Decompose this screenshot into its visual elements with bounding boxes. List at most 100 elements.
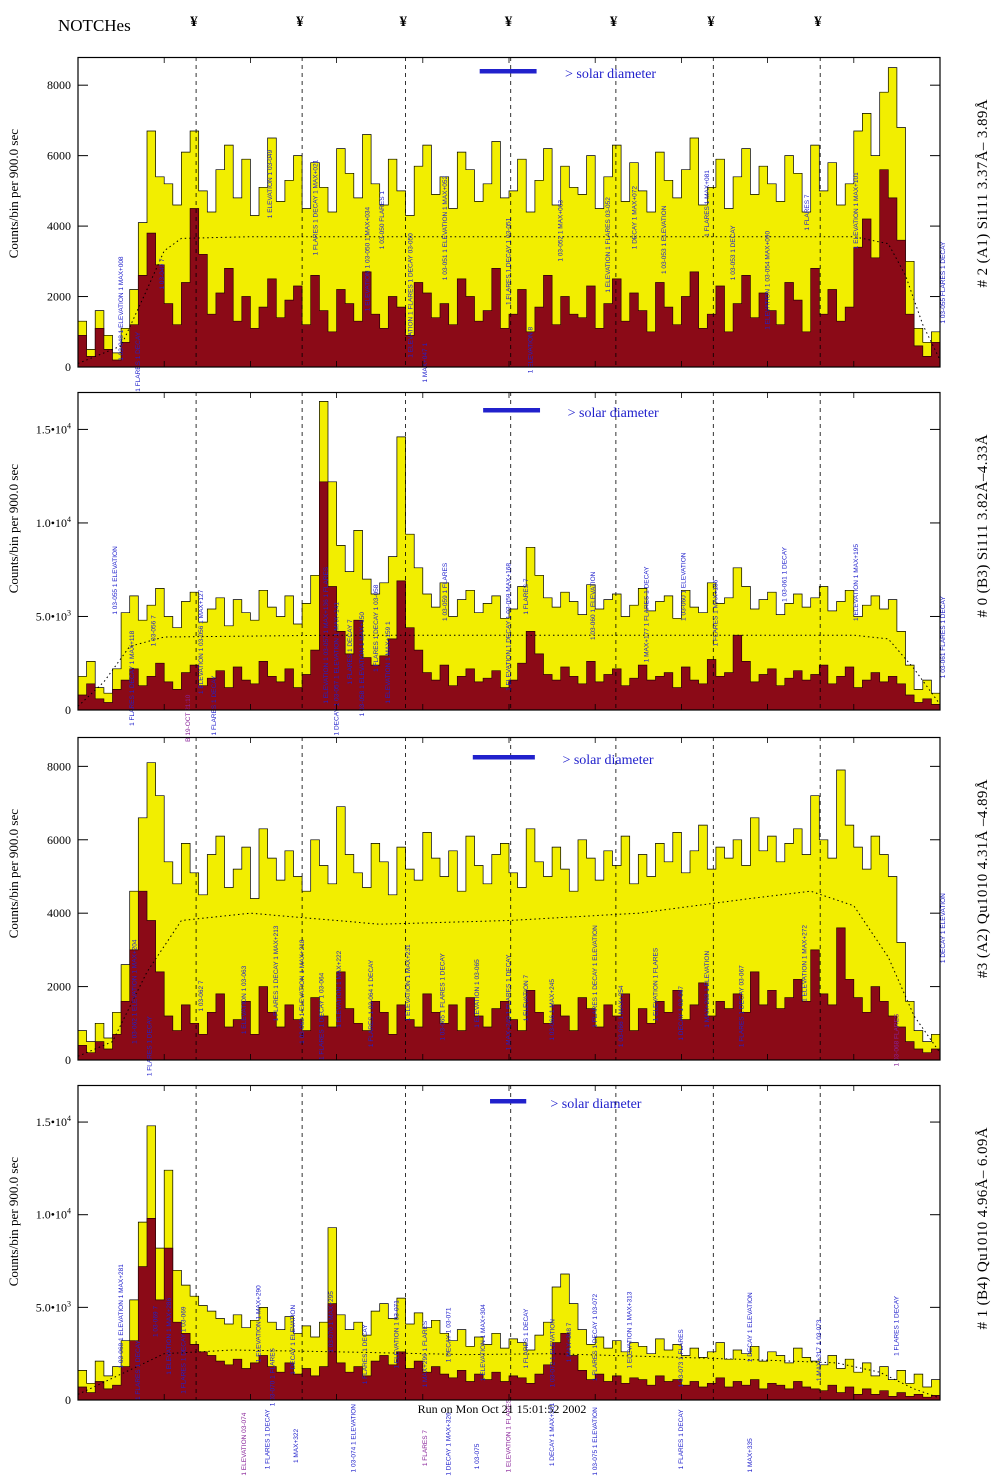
annotation-label: 1 MAX+308 7 (566, 1322, 573, 1362)
annotation-label: 1 ELEVATION 1 03-057 1 MAX+136 1 FLARES (323, 566, 330, 704)
annotation-label: 1 03-066 1 MAX+245 (549, 979, 556, 1041)
annotation-label: 1 ELEVATION 1 MAX+304 (480, 1304, 487, 1381)
y-tick-label: 1.0•104 (36, 1207, 71, 1222)
annotation-label: 1 FLARES 1 DECAY 1 03-072 (592, 1294, 599, 1382)
annotation-label: 1 03-075 (474, 1443, 481, 1469)
plot-area: 1 03-048 1 ELEVATION 1 MAX+008 1 FLARES 1… (47, 56, 947, 392)
annotation-label: 1 MAX+322 (293, 1428, 300, 1463)
y-tick-label: 6000 (47, 833, 71, 847)
annotation-label: 1 FLARES 1 DECAY (678, 1409, 685, 1470)
plot-area: 1 03-068 1 ELEVATION 1 MAX+281 1 FLARES 1… (36, 1084, 941, 1476)
annotation-label: 1 ELEVATION 1 MAX+286 (166, 1298, 173, 1375)
annotation-label: 1 FLARES 1 DECAY 1 03-069 (181, 1306, 188, 1394)
panel-title-right: #3 (A2) Qu1010 4.31Å –4.89Å (975, 779, 991, 979)
annotation-label: 1 DECAY 1 03-067 (678, 986, 685, 1041)
annotation-label: 1 FLARES 7 (523, 578, 530, 615)
annotation-label: 1 03-058 1 ELEVATION 1 MAX+150 (359, 612, 366, 717)
annotation-label: 1 ELEVATION 1 MAX+159 1 (385, 621, 392, 704)
annotation-label: 1 03-068 FLARES (894, 1013, 901, 1066)
annotation-label: 1 FLARES 1 DECAY 7 (347, 619, 354, 685)
run-timestamp: Run on Mon Oct 21 15:01:52 2002 (417, 1402, 587, 1416)
axis-ticks: 0 2000 4000 6000 8000 (47, 737, 940, 1067)
annotation-label: 1 DECAY 1 ELEVATION (940, 893, 947, 963)
footer: Run on Mon Oct 21 15:01:52 2002 (0, 1402, 1004, 1417)
notch-marker: ¥ (504, 14, 513, 30)
annotation-label: 1 FLARES 1 DECAY (135, 331, 142, 392)
annotation-label: 1 ELEVATION 1 MAX+195 (853, 544, 860, 621)
y-tick-label: 5.0•103 (36, 1299, 71, 1314)
annotation-label: 1 03-060 1 ELEVATION (681, 552, 688, 621)
annotation-label: 1 DECAY 1 MAX+072 (632, 186, 639, 250)
annotation-label: 1 FLARES 1 DECAY (362, 1324, 369, 1385)
annotation-label: 1 FLARES 1 DECAY 1 ELEVATION (592, 925, 599, 1028)
annotation-label: 1 03-053 1 ELEVATION (661, 205, 668, 274)
annotation-label: 1 FLARES 1 DECAY (211, 675, 218, 736)
annotation-label: 1 FLARES 1 03-064 1 DECAY (368, 959, 375, 1047)
solar-diameter-bar (483, 408, 541, 413)
dark-red-histogram (77, 481, 941, 711)
annotation-label: 1 ELEVATION 1 DECAY 1 03-059 MAX+168 (506, 563, 513, 691)
annotation-label: 1 ELEVATION 1 MAX+222 (336, 950, 343, 1027)
annotation-label: 1 ELEVATION 1 03-054 MAX+090 (764, 230, 771, 329)
annotation-label: 1 03-048 1 ELEVATION 1 MAX+008 (118, 256, 125, 361)
annotation-labels: 1 03-048 1 ELEVATION 1 MAX+008 1 FLARES 1… (118, 149, 947, 391)
annotation-label: 1 MAX+263 1 ELEVATION (704, 951, 711, 1028)
annotation-label: 1 03-070 1 FLARES (270, 1347, 277, 1406)
y-tick-label: 4000 (47, 219, 71, 233)
annotation-label: 1 ELEVATION 03-074 (241, 1412, 248, 1475)
axis-ticks: 0 2000 4000 6000 8000 (47, 57, 940, 374)
panel-title-right: # 2 (A1) Si111 3.37Å– 3.89Å (975, 99, 991, 288)
panel-b4-qu1010: Counts/bin per 900.0 sec 1 03-068 1 ELEV… (0, 1084, 1004, 1476)
annotation-labels: 1 03-068 1 ELEVATION 1 MAX+281 1 FLARES 1… (118, 1264, 901, 1476)
envelope-curve (77, 236, 941, 364)
yellow-histogram (77, 1125, 941, 1401)
annotation-label: 1 ELEVATION 1 03-056 1 MAX+127 (198, 589, 205, 694)
y-tick-label: 0 (65, 703, 71, 717)
annotation-label: 1 FLARES 1 MAX+081 (704, 170, 711, 237)
notch-marker: ¥ (814, 14, 822, 30)
y-tick-label: 1.0•104 (36, 515, 71, 530)
annotation-label: 1 03-053 1 DECAY (730, 225, 737, 280)
annotation-label: 1 FLARES 1 DECAY (523, 1308, 530, 1369)
notch-marker: ¥ (399, 14, 408, 30)
y-tick-label: 6000 (47, 149, 71, 163)
annotation-labels: 1 03-062 1 ELEVATION 1 MAX+204 1 FLARES 1… (132, 893, 948, 1076)
annotation-label: 1 ELEVATION 1 03-071 (394, 1300, 401, 1369)
solar-diameter-bar (490, 1099, 527, 1104)
yellow-histogram (77, 401, 941, 711)
annotation-label: 1 03-055 1 ELEVATION (112, 546, 119, 615)
annotation-label: 1 03-050 FLARES 1 (379, 191, 386, 250)
notch-marker: ¥ (296, 14, 304, 30)
annotation-label: 1 03-061 FLARES 1 DECAY (940, 596, 947, 679)
dark-red-histogram (77, 169, 941, 368)
annotation-label: 1 FLARES 1 DECAY 1 03-064 (319, 972, 326, 1060)
annotation-label: 1 ELEVATION 1 03-050 1 MAX+034 (364, 206, 371, 311)
panel-b3-si111: Counts/bin per 900.0 sec 1 03-055 1 ELEV… (0, 391, 1004, 742)
annotation-label: B 19-OCT 21:10 (185, 694, 192, 742)
annotation-label: 1 03-059 1 FLARES (442, 562, 449, 621)
annotation-label: 1 ELEVATION 1 MAX+290 (256, 1285, 263, 1362)
annotation-label: 1 ELEVATION 1 MAX+272 (801, 925, 808, 1002)
annotation-label: 1 ELEVATION 8 (527, 326, 534, 373)
panel-title-right: # 0 (B3) Si111 3.82Å–4.33Å (975, 434, 991, 618)
annotation-label: 1 ELEVATION 1 FLARES (506, 1398, 513, 1472)
annotation-label: 1 ELEVATION 7 (523, 974, 530, 1021)
panel-title-right: # 1 (B4) Qu1010 4.96Å– 6.09Å (975, 1127, 991, 1330)
y-tick-label: 8000 (47, 78, 71, 92)
header: NOTCHes ¥ ¥ ¥ ¥ ¥ ¥ ¥ (0, 0, 1004, 56)
annotation-label: 1 MAX+240 1 FLARES 1 DECAY (506, 954, 513, 1050)
annotation-label: 1 03-068 1 ELEVATION 1 MAX+281 (118, 1264, 125, 1369)
annotation-label: 1 03-062 1 ELEVATION 1 MAX+204 (132, 939, 139, 1044)
solar-diameter-label: > solar diameter (565, 67, 656, 82)
y-tick-label: 0 (65, 1053, 71, 1067)
annotation-label: 1 ELEVATION 1 FLARES (652, 947, 659, 1021)
annotation-label: 1 ELEVATION 1 03-063 (241, 965, 248, 1034)
notch-marker: ¥ (190, 14, 198, 30)
y-tick-label: 1.5•104 (36, 421, 71, 436)
annotation-label: 1 03-073 1 FLARES (678, 1329, 685, 1388)
annotation-label: 1 ELEVATION 1 FLARES 1 DECAY 03-050 (407, 233, 414, 358)
annotation-label: 1 03-070 1 MAX+295 (328, 1291, 335, 1353)
y-tick-label: 0 (65, 360, 71, 374)
panel-a2-qu1010: Counts/bin per 900.0 sec 1 03-062 1 ELEV… (0, 736, 1004, 1085)
